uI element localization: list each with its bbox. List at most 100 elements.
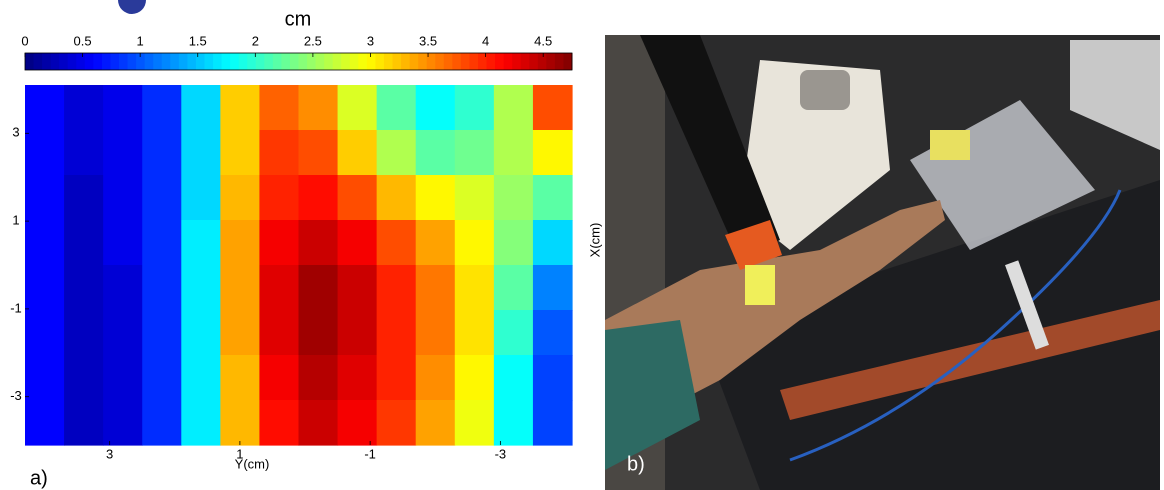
colorbar-swatch xyxy=(204,53,213,70)
heatmap-cell xyxy=(494,355,534,401)
colorbar-swatch xyxy=(102,53,111,70)
colorbar-tick-label: 4 xyxy=(482,33,489,48)
heatmap-cell xyxy=(181,175,221,221)
colorbar-swatch xyxy=(136,53,145,70)
heatmap-cell xyxy=(181,220,221,266)
colorbar-tick-label: 2.5 xyxy=(304,33,322,48)
heatmap-cell xyxy=(25,400,65,446)
colorbar-swatch xyxy=(367,53,376,70)
heatmap-cell xyxy=(455,130,495,176)
heatmap-cell xyxy=(377,310,417,356)
heatmap-cell xyxy=(220,400,260,446)
colorbar-swatch xyxy=(119,53,128,70)
heatmap-cell xyxy=(377,175,417,221)
heatmap-cell xyxy=(64,265,104,311)
colorbar-swatch xyxy=(487,53,496,70)
heatmap-cell xyxy=(533,175,573,221)
colorbar-swatch xyxy=(247,53,256,70)
colorbar-swatch xyxy=(162,53,171,70)
heatmap-cell xyxy=(103,400,143,446)
heatmap-cell xyxy=(25,355,65,401)
heatmap-cell xyxy=(103,355,143,401)
colorbar-swatch xyxy=(51,53,60,70)
heatmap-cell xyxy=(103,265,143,311)
heatmap-cell xyxy=(259,265,299,311)
colorbar-swatch xyxy=(213,53,222,70)
heatmap-cell xyxy=(299,220,339,266)
heatmap-cell xyxy=(181,130,221,176)
heatmap-cell xyxy=(25,175,65,221)
heatmap-cell xyxy=(142,400,182,446)
colorbar-swatch xyxy=(256,53,265,70)
heatmap-cell xyxy=(64,130,104,176)
x-tick-label: -1 xyxy=(364,446,376,461)
colorbar-tick-label: 3.5 xyxy=(419,33,437,48)
heatmap-cell xyxy=(455,265,495,311)
heatmap-cell xyxy=(416,85,456,131)
heatmap-cell xyxy=(338,400,378,446)
x-tick-label: -3 xyxy=(495,446,507,461)
y-tick-label: 1 xyxy=(12,213,19,228)
colorbar-swatch xyxy=(299,53,308,70)
colorbar-swatch xyxy=(42,53,51,70)
heatmap-cell xyxy=(494,85,534,131)
heatmap-cell xyxy=(299,310,339,356)
colorbar-swatch xyxy=(495,53,504,70)
heatmap-cell xyxy=(377,355,417,401)
heatmap-cell xyxy=(533,85,573,131)
heatmap-cell xyxy=(259,130,299,176)
heatmap-cell xyxy=(377,400,417,446)
heatmap-cell xyxy=(142,85,182,131)
colorbar-swatch xyxy=(512,53,521,70)
colorbar-swatch xyxy=(281,53,290,70)
colorbar-swatch xyxy=(187,53,196,70)
heatmap-cell xyxy=(25,85,65,131)
colorbar-swatch xyxy=(264,53,273,70)
colorbar-swatch xyxy=(546,53,555,70)
colorbar-swatch xyxy=(521,53,530,70)
colorbar-swatch xyxy=(222,53,231,70)
colorbar-swatch xyxy=(179,53,188,70)
heatmap-cell xyxy=(103,175,143,221)
y-axis-label: X(cm) xyxy=(587,223,602,258)
x-tick-label: 1 xyxy=(236,446,243,461)
colorbar-swatch xyxy=(384,53,393,70)
colorbar-tick-label: 1.5 xyxy=(189,33,207,48)
heatmap-cell xyxy=(220,175,260,221)
heatmap-cell xyxy=(103,130,143,176)
colorbar-swatch xyxy=(469,53,478,70)
heatmap-cell xyxy=(338,265,378,311)
colorbar-swatch xyxy=(350,53,359,70)
heatmap-cell xyxy=(455,310,495,356)
heatmap-cell xyxy=(494,265,534,311)
colorbar-swatch xyxy=(563,53,572,70)
heatmap-cell xyxy=(299,400,339,446)
colorbar-swatch xyxy=(93,53,102,70)
heatmap-cell xyxy=(494,400,534,446)
heatmap-cell xyxy=(533,355,573,401)
heatmap-cell xyxy=(455,175,495,221)
heatmap-cell xyxy=(338,355,378,401)
heatmap-cell xyxy=(416,175,456,221)
heatmap-cell xyxy=(259,85,299,131)
colorbar-swatch xyxy=(59,53,68,70)
heatmap-cell xyxy=(338,220,378,266)
colorbar-swatch xyxy=(76,53,85,70)
heatmap-cell xyxy=(259,355,299,401)
heatmap-cell xyxy=(533,400,573,446)
colorbar-label: cm xyxy=(285,8,312,30)
heatmap-cell xyxy=(103,85,143,131)
heatmap-cell xyxy=(64,175,104,221)
heatmap-cell xyxy=(220,85,260,131)
colorbar-swatch xyxy=(341,53,350,70)
figure: cm Y(cm) X(cm) a) 00.511.522.533.544.531… xyxy=(0,0,1164,490)
heatmap-cell xyxy=(377,130,417,176)
heatmap-cell xyxy=(142,175,182,221)
heatmap-cell xyxy=(259,220,299,266)
panel-label: b) xyxy=(627,453,645,475)
heatmap-cell xyxy=(455,355,495,401)
heatmap-cell xyxy=(377,265,417,311)
colorbar-swatch xyxy=(307,53,316,70)
heatmap-cell xyxy=(533,130,573,176)
colorbar-swatch xyxy=(110,53,119,70)
